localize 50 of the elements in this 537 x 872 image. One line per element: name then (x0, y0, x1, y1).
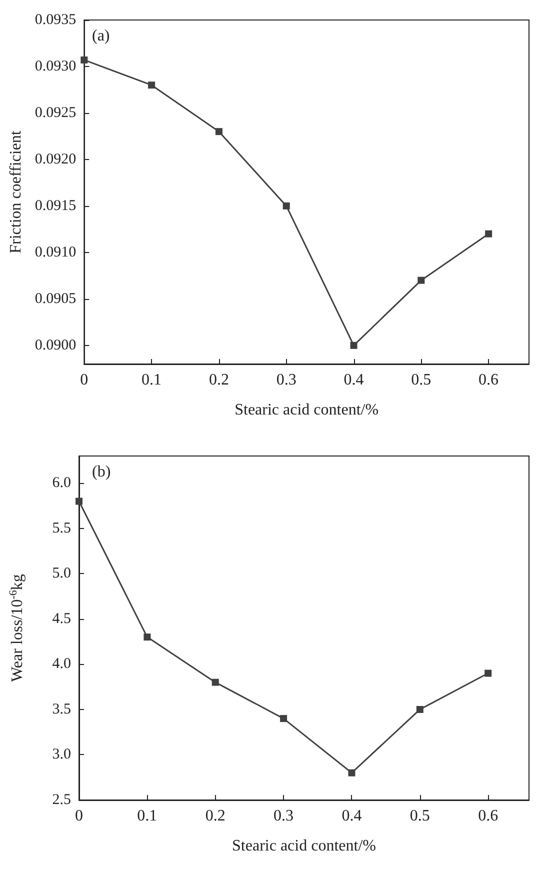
point (416, 706, 424, 713)
y-tick-label: 0.0910 (34, 244, 76, 260)
x-tick-label: 0.6 (478, 372, 499, 388)
point (80, 56, 88, 64)
x-tick-label: 0.5 (410, 808, 430, 824)
y-tick-label: 0.0935 (34, 12, 76, 28)
point (215, 128, 222, 136)
y-tick-label: 5.0 (52, 566, 71, 582)
x-tick-label: 0.1 (142, 372, 162, 388)
y-tick-label: 0.0900 (34, 337, 76, 354)
y-tick-label: 0.0905 (34, 290, 76, 307)
point (485, 230, 492, 238)
annotation: (b) (92, 464, 111, 480)
point (76, 498, 82, 505)
point (148, 82, 156, 89)
x-tick-label: 0.6 (478, 808, 498, 824)
point (280, 715, 288, 722)
y-tick-label: 0.0915 (34, 198, 76, 214)
x-tick-label: 0.3 (276, 372, 296, 388)
x-tick-label: 0.2 (208, 372, 229, 388)
y-tick-label: 6.0 (52, 475, 71, 492)
y-tick-label: 3.0 (52, 746, 71, 763)
y-tick-label: 4.5 (52, 610, 71, 627)
y-axis-title: Friction coefficient (8, 130, 24, 254)
y-tick-label: 0.0920 (34, 151, 76, 168)
x-tick-label: 0.1 (137, 808, 158, 824)
x-tick-label: 0.4 (344, 372, 364, 388)
point (348, 769, 356, 776)
x-tick-label: 0.3 (274, 808, 294, 824)
y-tick-label: 0.0925 (34, 104, 76, 121)
y-tick-label: 5.5 (52, 520, 71, 536)
point (212, 678, 219, 686)
point (144, 634, 151, 641)
point (418, 276, 425, 284)
x-axis-title: Stearic acid content/% (234, 402, 379, 418)
x-tick-label: 0.5 (411, 372, 432, 388)
point (484, 670, 492, 677)
y-axis-title: Wear loss/10-6kg (8, 574, 26, 682)
y-tick-label: 0.0930 (34, 58, 76, 74)
x-tick-label: 0 (80, 372, 88, 388)
x-axis-title: Stearic acid content/% (232, 838, 376, 854)
y-tick-label: 2.5 (52, 792, 71, 808)
y-tick-label: 4.0 (52, 656, 71, 672)
annotation: (a) (92, 28, 110, 44)
point (282, 202, 290, 210)
x-tick-label: 0.4 (342, 808, 362, 824)
x-tick-label: 0 (75, 808, 83, 824)
point (350, 342, 358, 349)
x-tick-label: 0.2 (205, 808, 226, 824)
y-tick-label: 3.5 (52, 701, 71, 718)
